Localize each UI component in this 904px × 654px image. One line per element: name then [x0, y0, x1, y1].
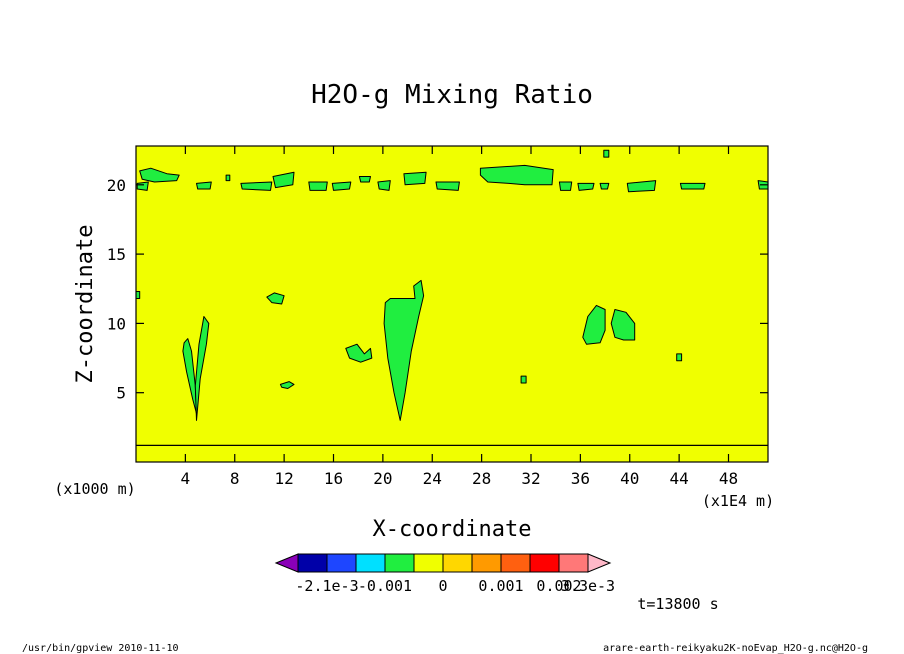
contour-dot-1 [603, 149, 610, 158]
colorbar-box [442, 553, 473, 573]
x-unit-right: (x1E4 m) [702, 492, 774, 510]
contour-blob-c [582, 304, 606, 345]
colorbar-box [471, 553, 502, 573]
colorbar-box [500, 553, 531, 573]
x-tick-label: 32 [521, 469, 540, 488]
x-tick-label: 40 [620, 469, 639, 488]
x-tick-label: 8 [230, 469, 240, 488]
x-tick-label: 24 [423, 469, 442, 488]
contour-blob-e [345, 343, 373, 363]
contour-blob-g [279, 381, 295, 389]
colorbar-box [355, 553, 386, 573]
contour-band-16 [626, 180, 657, 193]
contour-band-3 [196, 181, 212, 190]
colorbar-label: 0.002 [536, 577, 581, 595]
contour-blob-d [610, 309, 636, 341]
x-tick-label: 20 [373, 469, 392, 488]
colorbar-box [558, 553, 589, 573]
x-tick-label: 16 [324, 469, 343, 488]
colorbar-label: -0.001 [358, 577, 412, 595]
colorbar-label: 0 [438, 577, 447, 595]
colorbar-box [413, 553, 444, 573]
plot-frame [135, 145, 769, 463]
colorbar-box [384, 553, 415, 573]
colorbar-box [529, 553, 560, 573]
footer-right: arare-earth-reikyaku2K-noEvap_H2O-g.nc@H… [603, 643, 868, 654]
colorbar-boxes [297, 553, 589, 573]
time-label: t=13800 s [637, 595, 718, 613]
contour-band-12 [479, 164, 554, 186]
plot-background [136, 146, 768, 462]
colorbar-right-arrow [587, 553, 612, 573]
x-axis-label: X-coordinate [373, 517, 532, 542]
contour-band-13 [558, 181, 573, 191]
chart-title: H2O-g Mixing Ratio [311, 80, 593, 110]
contour-band-7 [331, 181, 352, 191]
colorbar-left-arrow [274, 553, 299, 573]
colorbar-box [297, 553, 328, 573]
contour-dot-3 [676, 353, 683, 362]
contour-band-4 [240, 181, 273, 191]
contour-band-6 [308, 181, 328, 191]
contour-dot-4 [225, 174, 231, 182]
x-tick-label: 48 [719, 469, 738, 488]
colorbar-box [326, 553, 357, 573]
x-tick-label: 36 [571, 469, 590, 488]
y-tick-label: 5 [116, 384, 126, 403]
contour-band-17 [679, 182, 706, 190]
contour-band-10 [403, 171, 427, 186]
x-tick-label: 12 [274, 469, 293, 488]
colorbar-label: 3.3e-3 [561, 577, 615, 595]
x-unit-left: (x1000 m) [54, 480, 135, 498]
contour-band-11 [435, 181, 460, 191]
y-tick-label: 15 [107, 245, 126, 264]
contour-band-9 [377, 180, 391, 191]
footer-left: /usr/bin/gpview 2010-11-10 [22, 643, 179, 654]
contour-band-2 [136, 181, 149, 191]
contour-blob-f [266, 292, 285, 305]
x-tick-label: 4 [181, 469, 191, 488]
contour-plume-b [383, 279, 425, 421]
colorbar-label: -2.1e-3 [295, 577, 358, 595]
contour-dot-2 [520, 375, 527, 384]
contour-band-5 [272, 171, 295, 189]
contour-band-15 [599, 182, 610, 190]
contour-plume-a-right [194, 316, 210, 421]
contour-band-1 [139, 167, 180, 183]
contour-band-14 [577, 182, 595, 191]
y-axis-label: Z-coordinate [73, 225, 98, 384]
y-tick-label: 10 [107, 314, 126, 333]
y-tick-label: 20 [107, 176, 126, 195]
x-tick-label: 44 [669, 469, 688, 488]
anomaly-contours [135, 149, 769, 421]
x-tick-label: 28 [472, 469, 491, 488]
contour-band-8 [358, 176, 371, 183]
colorbar-label: 0.001 [478, 577, 523, 595]
